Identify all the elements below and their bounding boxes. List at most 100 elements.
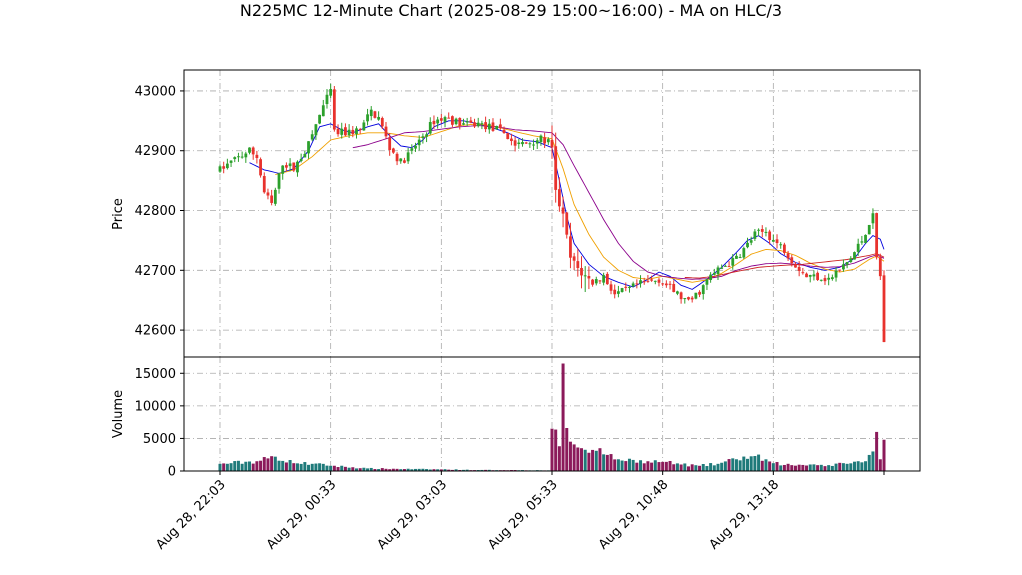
candle-body xyxy=(683,298,687,300)
candle-body xyxy=(351,129,355,135)
candle-body xyxy=(539,135,543,143)
volume-bar xyxy=(653,460,657,471)
candle-body xyxy=(882,275,886,343)
candle-body xyxy=(738,257,742,259)
volume-bar xyxy=(716,463,720,471)
volume-bar xyxy=(347,467,351,471)
x-tick-label: Aug 28, 22:03 xyxy=(153,477,229,553)
candle-body xyxy=(735,255,738,259)
candle-body xyxy=(428,121,432,134)
volume-bar xyxy=(388,469,392,471)
volume-bar xyxy=(244,461,248,471)
candle-body xyxy=(668,283,672,285)
candle-body xyxy=(388,137,392,150)
volume-bar xyxy=(369,467,373,471)
candle-body xyxy=(484,122,487,130)
volume-y-tick-label: 0 xyxy=(168,465,176,480)
volume-bar xyxy=(635,462,639,471)
candle-body xyxy=(775,239,779,243)
volume-bar xyxy=(793,465,797,471)
volume-bar xyxy=(557,446,561,471)
candle-body xyxy=(543,137,547,144)
volume-bar xyxy=(734,459,738,471)
candle-body xyxy=(565,212,569,235)
volume-bar xyxy=(775,462,779,471)
candle-body xyxy=(454,118,458,125)
volume-bar xyxy=(240,463,244,471)
candle-body xyxy=(808,274,812,277)
volume-bar xyxy=(402,469,406,471)
candle-body xyxy=(480,123,484,125)
moving-average-ma-mid xyxy=(275,123,885,283)
candle-body xyxy=(524,142,528,144)
candle-body xyxy=(233,157,237,160)
volume-bar xyxy=(823,466,827,471)
candle-body xyxy=(465,121,469,123)
candle-body xyxy=(491,122,495,131)
volume-bar xyxy=(683,463,687,471)
candle-body xyxy=(753,231,757,239)
volume-bar xyxy=(878,459,882,471)
candle-body xyxy=(318,114,321,124)
volume-bar xyxy=(845,463,849,471)
volume-bar xyxy=(251,463,255,471)
volume-bar xyxy=(705,466,709,471)
candle-body xyxy=(786,253,790,259)
candle-body xyxy=(583,275,587,277)
candle-body xyxy=(672,283,676,293)
candle-body xyxy=(657,279,661,283)
candle-body xyxy=(255,154,259,159)
volume-bar xyxy=(642,463,646,471)
candle-body xyxy=(314,124,318,136)
candle-body xyxy=(805,273,808,278)
volume-bar xyxy=(598,448,602,471)
candle-body xyxy=(244,153,248,158)
volume-y-tick-label: 10000 xyxy=(135,399,176,414)
candle-body xyxy=(510,138,513,142)
volume-bar xyxy=(805,465,809,471)
candle-body xyxy=(288,163,292,167)
volume-bar xyxy=(797,464,801,471)
candle-body xyxy=(849,258,853,262)
volume-bar xyxy=(310,463,314,471)
candle-body xyxy=(307,141,310,154)
price-y-tick-label: 43000 xyxy=(135,84,176,99)
volume-bar xyxy=(742,456,746,471)
candle-body xyxy=(709,274,713,280)
candle-body xyxy=(816,272,819,280)
candle-body xyxy=(653,280,657,282)
volume-bar xyxy=(712,465,716,471)
candle-body xyxy=(823,278,827,282)
candle-body xyxy=(521,142,524,145)
volume-bar xyxy=(627,458,631,471)
candle-body xyxy=(875,213,879,258)
volume-bar xyxy=(266,458,270,471)
candle-body xyxy=(834,270,838,278)
candle-body xyxy=(225,163,229,169)
candle-body xyxy=(557,189,561,207)
x-tick-label: Aug 29, 00:33 xyxy=(264,477,340,553)
candle-body xyxy=(384,126,388,137)
volume-bar xyxy=(329,465,333,471)
volume-bar xyxy=(236,460,240,471)
volume-bar xyxy=(694,465,698,471)
candle-body xyxy=(358,129,362,131)
x-axis: Aug 28, 22:03 Aug 29, 00:33 Aug 29, 03:03 A… xyxy=(153,471,885,553)
candle-body xyxy=(679,292,683,300)
volume-bar xyxy=(864,461,868,471)
volume-bar xyxy=(399,469,403,471)
volume-bar xyxy=(351,467,355,471)
volume-bar xyxy=(650,462,654,471)
candle-body xyxy=(340,128,344,135)
volume-bar xyxy=(727,459,731,471)
volume-bar xyxy=(572,444,576,471)
price-y-tick-label: 42900 xyxy=(135,144,176,159)
volume-bar xyxy=(668,460,672,471)
volume-bar xyxy=(882,439,886,471)
candle-body xyxy=(495,125,499,130)
volume-bar xyxy=(259,460,263,471)
candle-body xyxy=(336,128,340,135)
candle-body xyxy=(473,122,476,127)
x-tick-label: Aug 29, 03:03 xyxy=(375,477,451,553)
volume-bar xyxy=(406,468,410,471)
